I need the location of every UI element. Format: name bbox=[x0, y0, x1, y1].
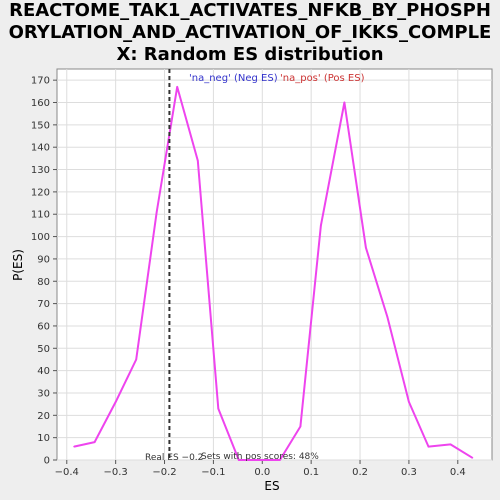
y-tick-label: 90 bbox=[37, 254, 50, 265]
plot-area bbox=[56, 68, 493, 461]
x-tick-label: −0.2 bbox=[152, 467, 176, 478]
data-point bbox=[176, 86, 179, 88]
legend-entry: 'na_neg' (Neg ES) bbox=[189, 73, 278, 84]
y-tick-label: 40 bbox=[37, 366, 50, 377]
data-point bbox=[217, 407, 220, 410]
data-point bbox=[196, 159, 199, 162]
x-axis-label: ES bbox=[264, 479, 279, 493]
y-tick-label: 140 bbox=[31, 143, 50, 154]
data-point bbox=[238, 459, 240, 461]
data-point bbox=[73, 445, 75, 448]
data-point bbox=[471, 456, 474, 459]
x-tick-label: 0.1 bbox=[303, 467, 319, 478]
x-tick-label: 0.0 bbox=[254, 467, 270, 478]
y-tick-label: 0 bbox=[44, 456, 50, 467]
y-tick-label: 150 bbox=[31, 120, 50, 131]
data-point bbox=[386, 316, 389, 318]
y-tick-label: 170 bbox=[31, 76, 50, 87]
data-point bbox=[320, 224, 322, 227]
series-layer bbox=[73, 85, 474, 461]
y-tick-label: 20 bbox=[37, 411, 50, 422]
data-point bbox=[343, 101, 346, 104]
legend: 'na_neg' (Neg ES)'na_pos' (Pos ES) bbox=[189, 73, 365, 84]
x-tick-label: 0.2 bbox=[352, 467, 368, 478]
y-tick-label: 50 bbox=[37, 344, 50, 355]
axis-labels: ES P(ES) bbox=[11, 249, 280, 493]
y-tick-label: 70 bbox=[37, 299, 50, 310]
data-point bbox=[114, 401, 117, 403]
y-axis-label: P(ES) bbox=[11, 249, 25, 281]
data-point bbox=[427, 445, 430, 448]
chart-title: REACTOME_TAK1_ACTIVATES_NFKB_BY_PHOSPHOR… bbox=[8, 0, 492, 65]
x-tick-label: 0.4 bbox=[450, 467, 466, 478]
y-tick-label: 110 bbox=[31, 210, 50, 221]
y-tick-label: 120 bbox=[31, 187, 50, 198]
real-es-label: Real ES −0.2 bbox=[145, 453, 203, 463]
x-tick-label: −0.4 bbox=[55, 467, 79, 478]
data-point bbox=[365, 246, 367, 249]
y-tick-label: 160 bbox=[31, 98, 50, 109]
data-point bbox=[155, 211, 158, 213]
data-point bbox=[135, 358, 137, 361]
x-tick-label: 0.3 bbox=[401, 467, 417, 478]
y-tick-label: 10 bbox=[37, 433, 50, 444]
grid-layer bbox=[57, 69, 492, 461]
y-tick-label: 100 bbox=[31, 232, 50, 243]
data-point bbox=[408, 401, 410, 403]
data-point bbox=[279, 459, 281, 461]
axis-layer: 0 10 20 30 40 50 60 70 80 90 100 110 120 130 140 150 160… bbox=[31, 76, 466, 478]
y-tick-label: 130 bbox=[31, 165, 50, 176]
data-point bbox=[449, 443, 452, 446]
data-point bbox=[93, 441, 96, 443]
y-tick-label: 30 bbox=[37, 388, 50, 399]
x-tick-label: −0.1 bbox=[201, 467, 225, 478]
pos-scores-annotation: Sets with pos scores: 48% bbox=[201, 452, 319, 462]
data-point bbox=[258, 459, 261, 461]
y-tick-label: 80 bbox=[37, 277, 50, 288]
series-line bbox=[73, 85, 473, 461]
footer: Real ES −0.2 Sets with pos scores: 48% bbox=[145, 452, 319, 463]
legend-entry: 'na_pos' (Pos ES) bbox=[280, 73, 365, 84]
y-tick-label: 60 bbox=[37, 321, 50, 332]
data-point bbox=[299, 425, 302, 428]
x-tick-label: −0.3 bbox=[104, 467, 128, 478]
